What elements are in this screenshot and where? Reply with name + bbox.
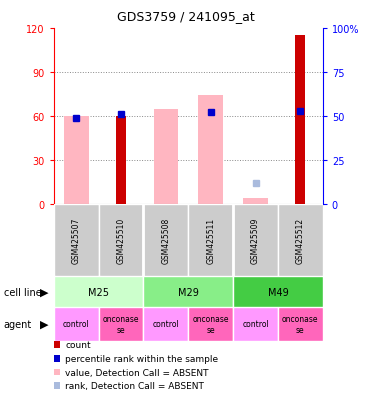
Bar	[116, 116, 126, 204]
Text: control: control	[63, 320, 89, 329]
Bar	[144, 204, 188, 277]
Bar	[233, 204, 278, 277]
Bar	[54, 277, 144, 308]
Text: GSM425508: GSM425508	[161, 218, 170, 263]
Text: onconase
se: onconase se	[282, 315, 319, 334]
Bar	[295, 36, 305, 204]
Bar	[233, 308, 278, 341]
Text: control: control	[242, 320, 269, 329]
Text: agent: agent	[4, 319, 32, 329]
Text: onconase
se: onconase se	[193, 315, 229, 334]
Text: cell line: cell line	[4, 287, 42, 297]
Text: count: count	[65, 340, 91, 349]
Bar	[144, 277, 233, 308]
Bar	[233, 277, 323, 308]
Text: percentile rank within the sample: percentile rank within the sample	[65, 354, 219, 363]
Bar	[54, 204, 99, 277]
Bar	[278, 308, 323, 341]
Bar	[188, 308, 233, 341]
Bar	[99, 204, 144, 277]
Text: M49: M49	[267, 287, 288, 297]
Text: GDS3759 / 241095_at: GDS3759 / 241095_at	[116, 10, 255, 23]
Text: rank, Detection Call = ABSENT: rank, Detection Call = ABSENT	[65, 381, 204, 390]
Text: onconase
se: onconase se	[103, 315, 139, 334]
Text: GSM425511: GSM425511	[206, 218, 215, 263]
Bar	[154, 109, 178, 204]
Text: M25: M25	[88, 287, 109, 297]
Text: ▶: ▶	[40, 287, 48, 297]
Bar	[54, 308, 99, 341]
Bar	[188, 204, 233, 277]
Bar	[64, 116, 89, 204]
Text: control: control	[152, 320, 179, 329]
Bar	[198, 96, 223, 204]
Text: GSM425512: GSM425512	[296, 218, 305, 263]
Text: GSM425509: GSM425509	[251, 217, 260, 264]
Bar	[243, 199, 268, 204]
Text: GSM425507: GSM425507	[72, 217, 81, 264]
Text: M29: M29	[178, 287, 199, 297]
Text: ▶: ▶	[40, 319, 48, 329]
Text: GSM425510: GSM425510	[116, 218, 125, 263]
Bar	[99, 308, 144, 341]
Bar	[144, 308, 188, 341]
Bar	[278, 204, 323, 277]
Text: value, Detection Call = ABSENT: value, Detection Call = ABSENT	[65, 368, 209, 377]
